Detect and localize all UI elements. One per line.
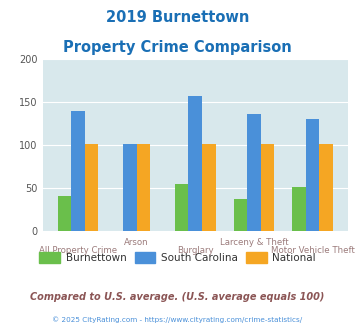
Text: 2019 Burnettown: 2019 Burnettown (106, 10, 249, 25)
Text: Arson: Arson (124, 238, 149, 247)
Text: Motor Vehicle Theft: Motor Vehicle Theft (271, 247, 355, 255)
Text: All Property Crime: All Property Crime (39, 247, 117, 255)
Text: Compared to U.S. average. (U.S. average equals 100): Compared to U.S. average. (U.S. average … (30, 292, 325, 302)
Bar (234, 199, 247, 231)
Bar (175, 184, 189, 231)
Bar (58, 196, 71, 231)
Bar (84, 144, 98, 231)
Bar (123, 144, 137, 231)
Bar (137, 144, 150, 231)
Text: Larceny & Theft: Larceny & Theft (220, 238, 288, 247)
Bar (71, 111, 84, 231)
Bar (320, 144, 333, 231)
Text: Burglary: Burglary (177, 247, 214, 255)
Bar (293, 187, 306, 231)
Text: Property Crime Comparison: Property Crime Comparison (63, 40, 292, 54)
Bar (306, 118, 320, 231)
Bar (247, 114, 261, 231)
Bar (202, 144, 215, 231)
Bar (261, 144, 274, 231)
Bar (189, 96, 202, 231)
Legend: Burnettown, South Carolina, National: Burnettown, South Carolina, National (35, 248, 320, 267)
Text: © 2025 CityRating.com - https://www.cityrating.com/crime-statistics/: © 2025 CityRating.com - https://www.city… (53, 317, 302, 323)
